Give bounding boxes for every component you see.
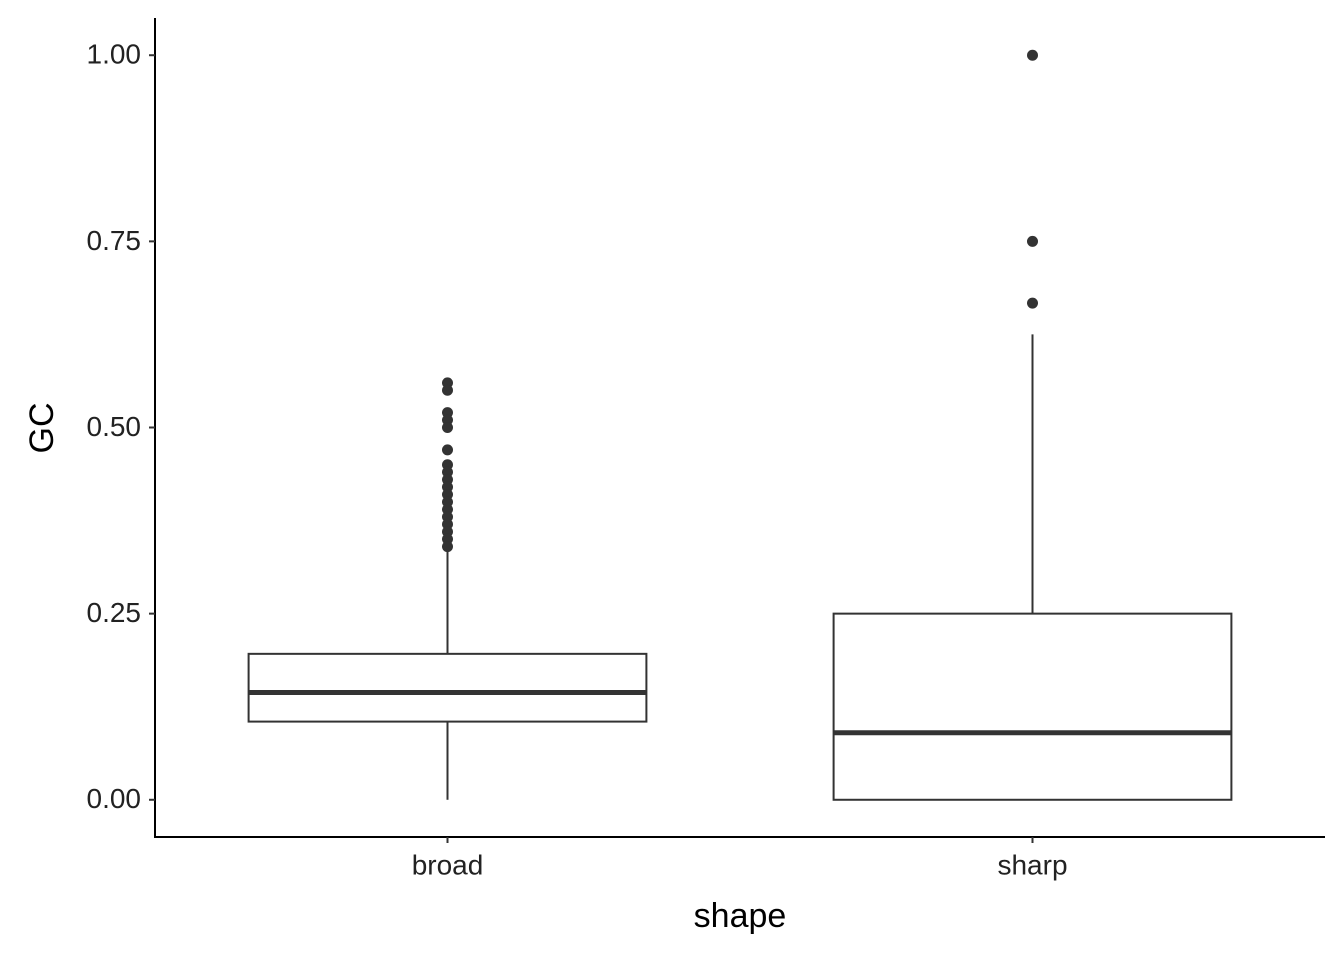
- x-axis-title: shape: [694, 897, 787, 935]
- outlier: [442, 422, 453, 433]
- outlier: [1027, 235, 1038, 247]
- x-tick-label: sharp: [997, 849, 1067, 880]
- outlier: [442, 444, 453, 456]
- y-tick-label: 0.25: [87, 597, 142, 628]
- outlier: [1027, 49, 1038, 61]
- y-tick-label: 1.00: [87, 39, 142, 70]
- y-tick-label: 0.75: [87, 225, 142, 256]
- outlier: [1027, 297, 1038, 309]
- y-axis-title: GC: [23, 403, 61, 454]
- box: [247, 652, 648, 723]
- y-tick-label: 0.00: [87, 783, 142, 814]
- outlier: [442, 384, 453, 396]
- outlier: [442, 541, 453, 553]
- y-tick-label: 0.50: [87, 411, 142, 442]
- box: [832, 612, 1233, 801]
- x-tick-label: broad: [412, 849, 484, 880]
